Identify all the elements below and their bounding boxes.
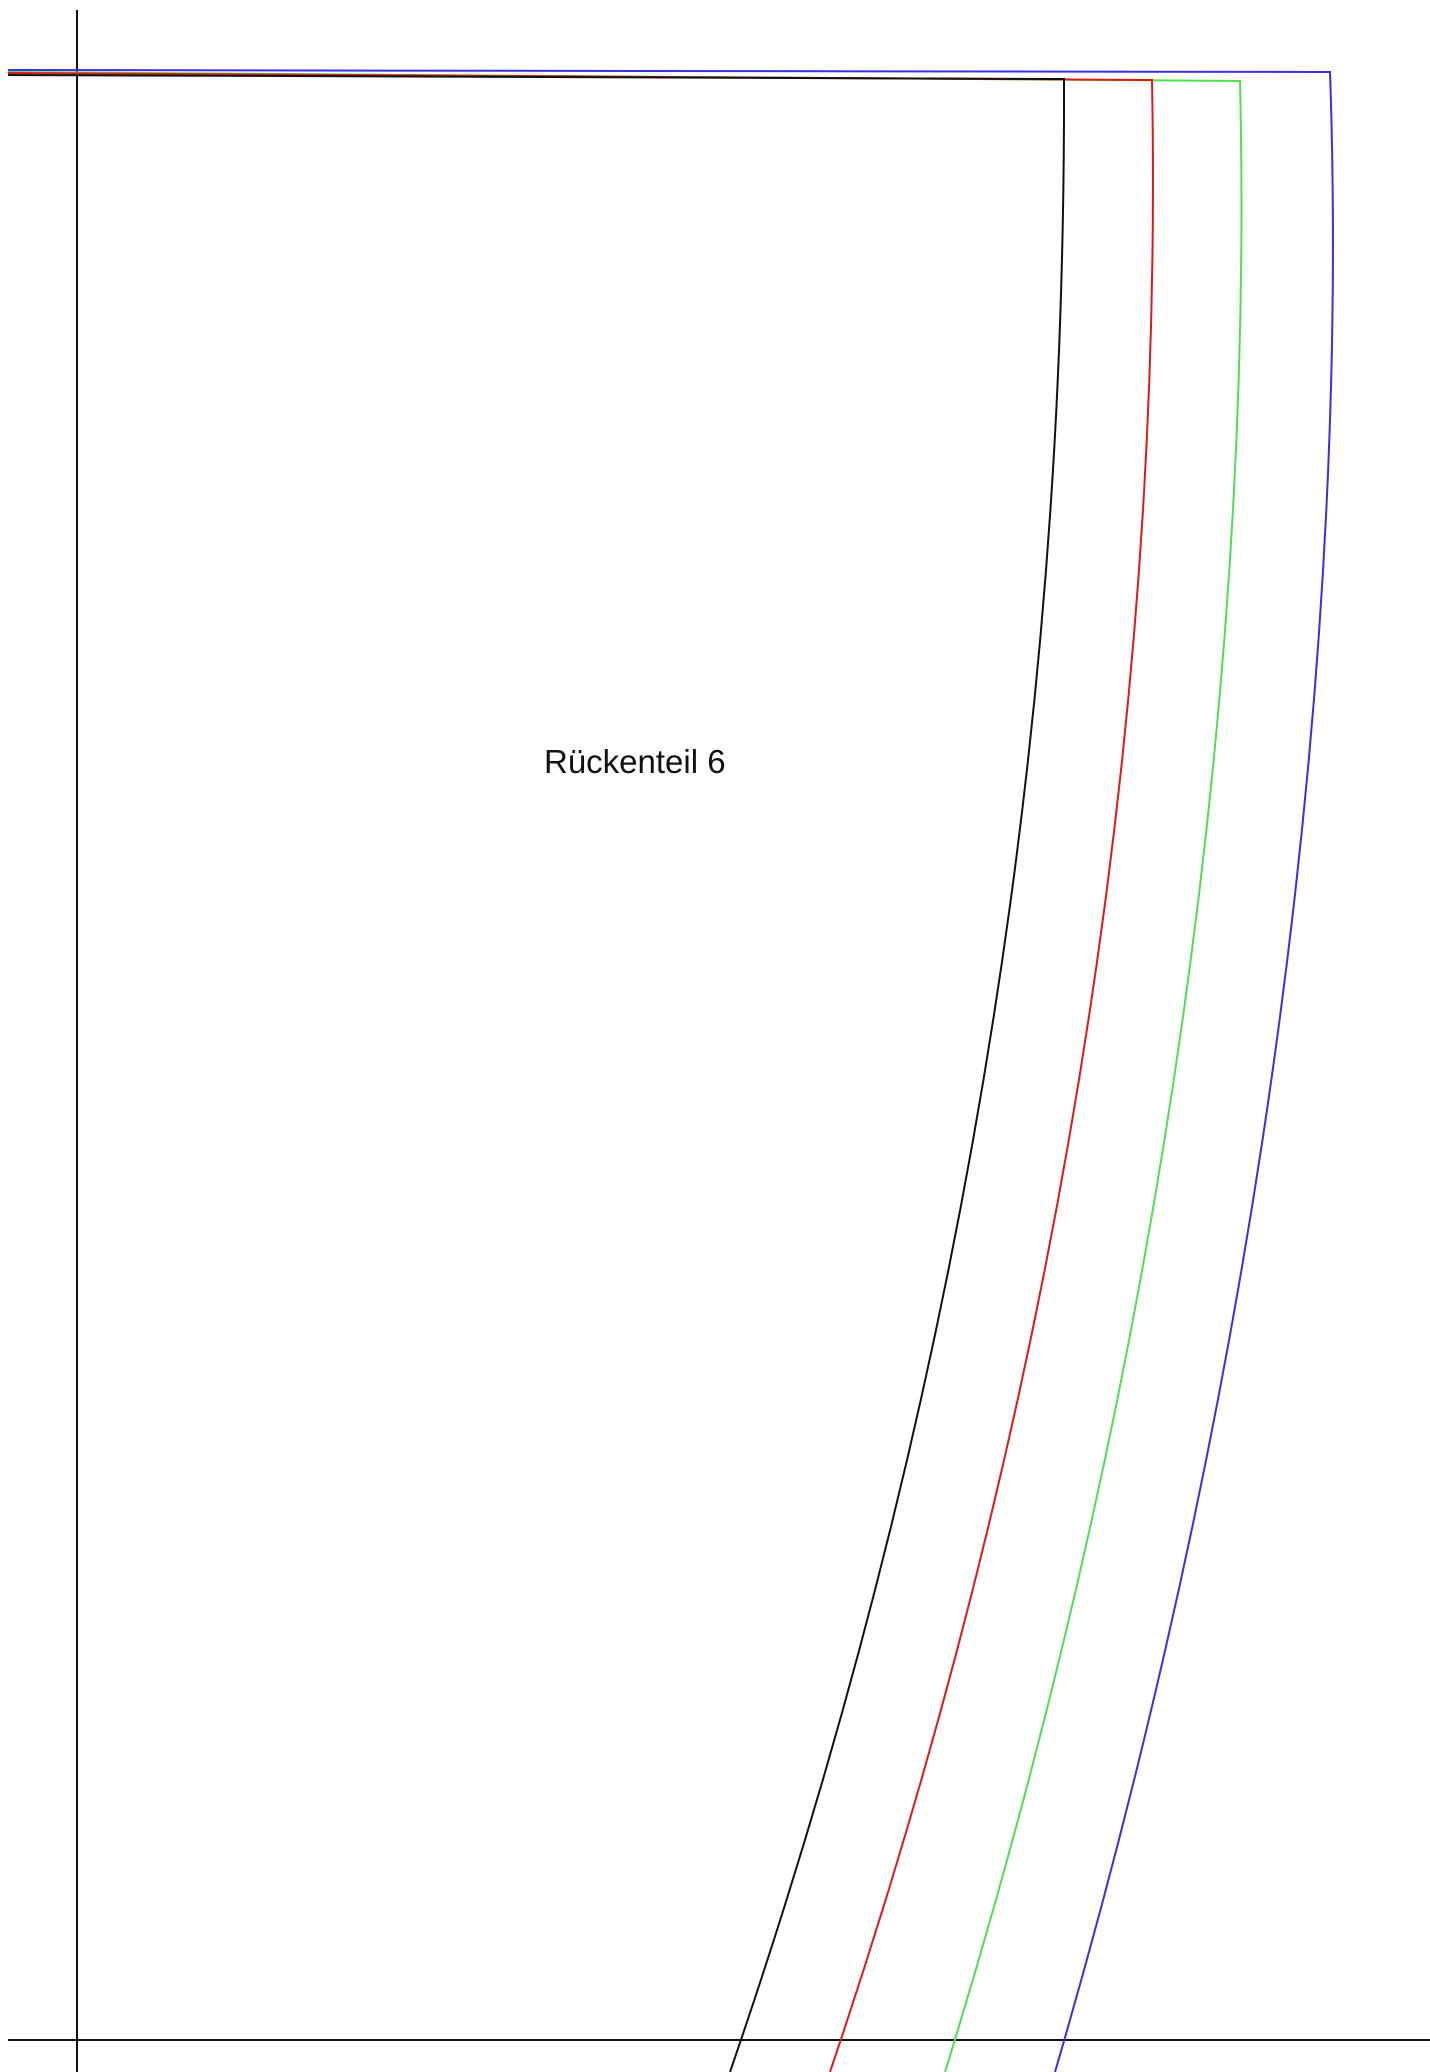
outline-green [7, 71, 1243, 2072]
outline-blue [7, 69, 1334, 2072]
outline-red [7, 72, 1154, 2072]
piece-label: Rückenteil 6 [544, 743, 726, 780]
outline-black [7, 74, 1066, 2072]
